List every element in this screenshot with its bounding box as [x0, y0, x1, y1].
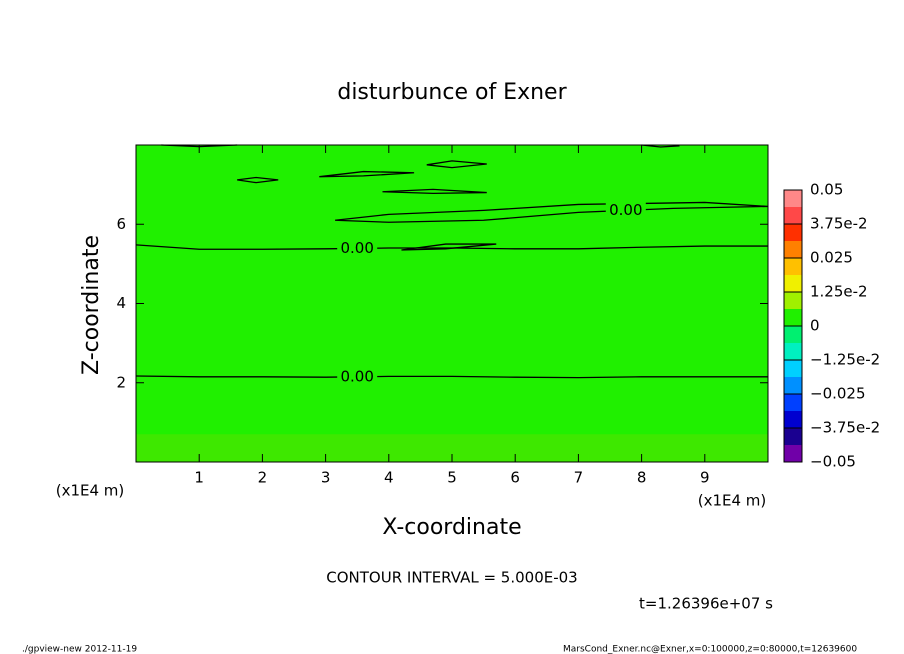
colorbar-band	[784, 326, 802, 343]
field	[136, 145, 768, 462]
y-axis-label: Z-coordinate	[79, 235, 104, 375]
colorbar-tick-label: −0.05	[810, 453, 856, 471]
colorbar-band	[784, 377, 802, 394]
colorbar-tick-label: 1.25e-2	[810, 283, 868, 301]
x-tick-label: 4	[384, 469, 394, 487]
x-axis-label: X-coordinate	[382, 515, 521, 540]
footer-right: MarsCond_Exner.nc@Exner,x=0:100000,z=0:8…	[563, 645, 857, 654]
time-label: t=1.26396e+07 s	[639, 595, 773, 613]
colorbar-tick-label: −1.25e-2	[810, 351, 880, 369]
contour-line	[382, 188, 487, 194]
colorbar-tick-label: 0.05	[810, 181, 843, 199]
x-tick-label: 9	[700, 469, 710, 487]
colorbar-band	[784, 292, 802, 309]
colorbar-band	[784, 428, 802, 445]
x-tick-label: 5	[447, 469, 457, 487]
contour-label-bg	[337, 240, 378, 257]
contour-label: 0.00	[340, 239, 373, 257]
colorbar-band	[784, 207, 802, 224]
x-tick-label: 2	[258, 469, 268, 487]
colorbar-tick-label: 0	[810, 317, 820, 335]
x-unit-right: (x1E4 m)	[698, 492, 767, 510]
contour-line	[426, 160, 487, 169]
colorbar-tick-label: 0.025	[810, 249, 853, 267]
y-tick-label: 2	[116, 373, 126, 391]
x-tick-label: 6	[510, 469, 520, 487]
x-tick-label: 8	[637, 469, 647, 487]
colorbar-band	[784, 241, 802, 258]
contour-label-bg	[337, 368, 378, 385]
chart-title: disturbunce of Exner	[337, 80, 567, 105]
colorbar-band	[784, 394, 802, 411]
footer-left: ./gpview-new 2012-11-19	[22, 645, 137, 654]
contour-label-bg	[605, 202, 646, 219]
contour-line	[319, 170, 415, 178]
colorbar-band	[784, 360, 802, 377]
contour-label: 0.00	[609, 201, 642, 219]
contour-line	[237, 176, 279, 184]
colorbar-tick-label: −3.75e-2	[810, 419, 880, 437]
contour-line	[401, 243, 497, 251]
colorbar-band	[784, 309, 802, 326]
x-tick-label: 3	[321, 469, 331, 487]
colorbar-band	[784, 190, 802, 207]
contour-line	[641, 144, 680, 148]
x-tick-label: 7	[574, 469, 584, 487]
y-tick-label: 4	[116, 294, 126, 312]
colorbar-band	[784, 411, 802, 428]
x-unit-left: (x1E4 m)	[56, 482, 125, 500]
y-tick-label: 6	[116, 215, 126, 233]
contour-label: 0.00	[340, 367, 373, 385]
colorbar-band	[784, 224, 802, 241]
colorbar-tick-label: 3.75e-2	[810, 215, 868, 233]
colorbar-tick-label: −0.025	[810, 385, 866, 403]
contour-line	[135, 375, 768, 379]
colorbar-band	[784, 343, 802, 360]
contour-interval: CONTOUR INTERVAL = 5.000E-03	[326, 569, 577, 587]
colorbar-band	[784, 258, 802, 275]
colorbar-band	[784, 275, 802, 292]
colorbar-band	[784, 445, 802, 462]
x-tick-label: 1	[194, 469, 204, 487]
